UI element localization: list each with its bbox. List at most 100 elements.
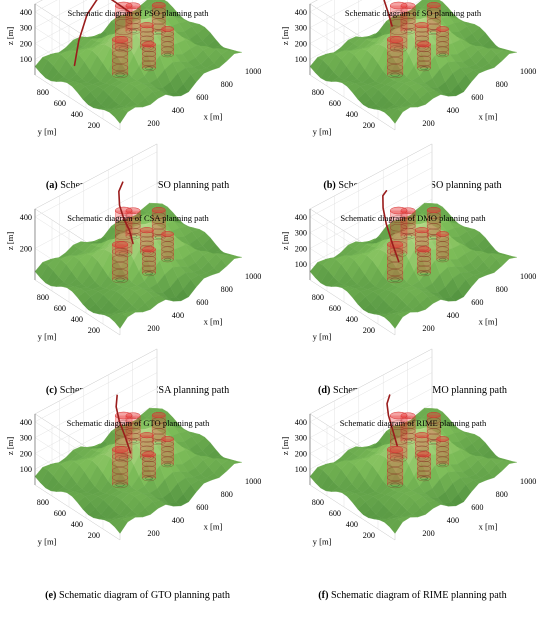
y-axis-label: y [m] xyxy=(38,332,57,342)
cylinder-body xyxy=(125,415,141,442)
cylinder-body xyxy=(390,5,408,49)
cylinder-top xyxy=(142,246,156,253)
x-tick-label: 1000 xyxy=(245,272,261,281)
obstacle-cylinder xyxy=(112,445,129,489)
chart-title: Schematic diagram of SO planning path xyxy=(345,8,482,18)
x-tick-label: 600 xyxy=(471,298,483,307)
chart-title: Schematic diagram of PSO planning path xyxy=(68,8,210,18)
y-tick-label: 400 xyxy=(346,520,358,529)
y-tick-label: 400 xyxy=(71,110,83,119)
chart-panel: 100 200 300 400 200 400 600 800 1000 200 400 600 800… xyxy=(275,0,550,205)
z-axis-label: z [m] xyxy=(280,232,290,251)
cylinder-body xyxy=(400,415,416,442)
x-tick-label: 200 xyxy=(422,119,434,128)
chart-panel: 100 200 300 400 200 400 600 800 1000 200 400 600 800… xyxy=(275,348,550,615)
x-tick-label: 800 xyxy=(496,490,508,499)
y-tick-label: 400 xyxy=(346,315,358,324)
z-tick-label: 200 xyxy=(20,39,32,48)
x-tick-label: 200 xyxy=(422,529,434,538)
cylinder-top xyxy=(400,412,416,419)
obstacle-cylinder xyxy=(415,432,429,461)
chart-panel: 100 200 300 400 200 400 600 800 1000 200 400 600 800… xyxy=(0,348,275,615)
cylinder-top xyxy=(390,1,408,10)
x-tick-label: 600 xyxy=(471,93,483,102)
z-tick-label: 300 xyxy=(295,434,307,443)
chart-title: Schematic diagram of CSA planning path xyxy=(67,213,209,223)
obstacle-cylinder xyxy=(417,246,431,277)
obstacle-cylinder xyxy=(400,207,416,240)
cylinder-body xyxy=(112,244,128,280)
chart-title: Schematic diagram of RIME planning path xyxy=(340,418,487,428)
y-tick-label: 200 xyxy=(88,531,100,540)
surface-chart: 100 200 300 400 200 400 600 800 1000 200 400 600 800… xyxy=(280,348,536,547)
x-tick-label: 400 xyxy=(447,311,459,320)
x-tick-label: 600 xyxy=(196,298,208,307)
cylinder-body xyxy=(115,415,133,459)
obstacle-cylinder xyxy=(417,451,431,482)
x-axis-label: x [m] xyxy=(204,112,223,122)
cylinder-top xyxy=(112,446,129,453)
obstacle-cylinder xyxy=(114,206,133,258)
cylinder-body xyxy=(112,39,128,75)
obstacle-cylinder xyxy=(436,231,449,263)
cylinder-top xyxy=(151,2,166,9)
panel-caption: (f) Schematic diagram of RIME planning p… xyxy=(275,590,550,601)
obstacles xyxy=(387,206,449,284)
z-tick-label: 200 xyxy=(295,39,307,48)
x-tick-label: 600 xyxy=(196,93,208,102)
cylinder-body xyxy=(390,415,408,459)
cylinder-top xyxy=(415,432,429,439)
x-tick-label: 400 xyxy=(447,516,459,525)
planning-path xyxy=(382,190,400,263)
terrain-surface xyxy=(309,0,518,124)
x-tick-label: 600 xyxy=(471,503,483,512)
cylinder-top xyxy=(125,2,141,9)
y-axis-label: y [m] xyxy=(38,127,57,137)
cylinder-top xyxy=(161,231,174,237)
x-tick-label: 1000 xyxy=(520,67,536,76)
obstacle-cylinder xyxy=(142,246,156,277)
z-tick-label: 200 xyxy=(295,449,307,458)
x-axis-label: x [m] xyxy=(479,112,498,122)
x-tick-label: 1000 xyxy=(520,272,536,281)
cylinder-top xyxy=(390,411,408,420)
cylinder-top xyxy=(112,36,129,43)
z-tick-label: 100 xyxy=(295,55,307,64)
panel-caption: (e) Schematic diagram of GTO planning pa… xyxy=(0,590,275,601)
x-tick-label: 200 xyxy=(147,324,159,333)
y-axis-label: y [m] xyxy=(313,127,332,137)
cylinder-body xyxy=(415,25,429,48)
obstacle-cylinder xyxy=(389,411,408,463)
y-tick-label: 200 xyxy=(88,121,100,130)
cylinder-body xyxy=(142,454,156,479)
caption-text: Schematic diagram of GTO planning path xyxy=(56,590,230,601)
x-tick-label: 200 xyxy=(147,119,159,128)
obstacle-cylinder xyxy=(387,445,404,489)
panel-letter: (c) xyxy=(45,385,58,396)
obstacles xyxy=(112,411,174,489)
cylinder-top xyxy=(415,227,429,234)
terrain-surface xyxy=(34,407,243,534)
y-tick-label: 800 xyxy=(37,88,49,97)
y-tick-label: 600 xyxy=(54,99,66,108)
z-tick-label: 100 xyxy=(295,465,307,474)
cylinder-top xyxy=(417,41,431,48)
y-axis-label: y [m] xyxy=(38,537,57,547)
obstacle-cylinder xyxy=(389,206,408,258)
obstacle-cylinder xyxy=(415,227,429,256)
y-tick-label: 600 xyxy=(329,99,341,108)
x-axis-label: x [m] xyxy=(204,317,223,327)
cylinder-top xyxy=(140,227,154,234)
cylinder-top xyxy=(151,412,166,419)
cylinder-body xyxy=(417,454,431,479)
obstacle-cylinder xyxy=(142,451,156,482)
cylinder-top xyxy=(140,22,154,29)
x-tick-label: 400 xyxy=(172,516,184,525)
cylinder-top xyxy=(436,436,449,442)
obstacle-cylinder xyxy=(400,2,416,35)
z-tick-label: 400 xyxy=(20,418,32,427)
y-axis-label: y [m] xyxy=(313,537,332,547)
cylinder-top xyxy=(115,206,133,215)
obstacle-cylinder xyxy=(436,26,449,58)
x-tick-label: 400 xyxy=(447,106,459,115)
